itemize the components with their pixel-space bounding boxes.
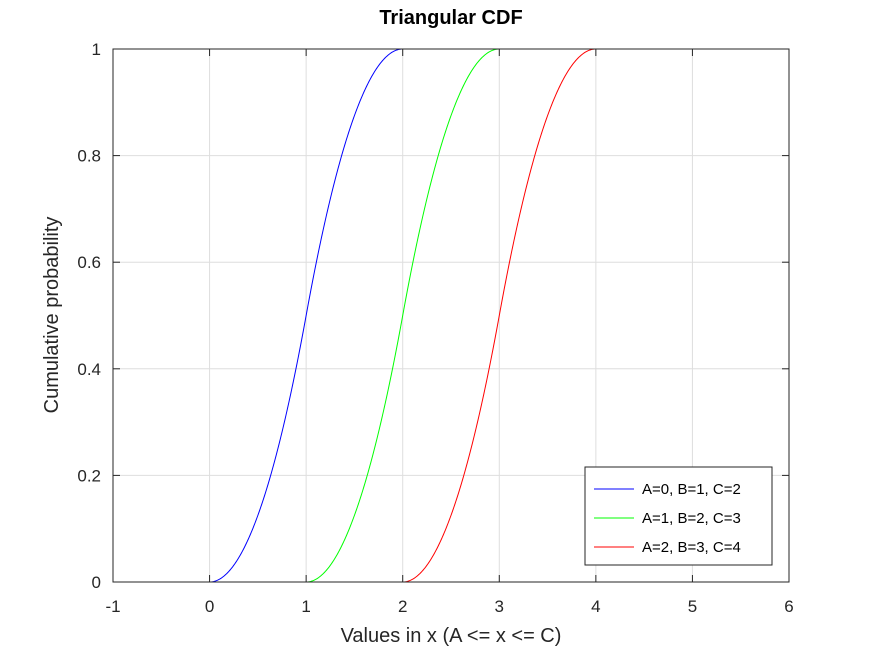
axes-box: [112, 48, 790, 583]
legend: A=0, B=1, C=2 A=1, B=2, C=3 A=2, B=3, C=4: [584, 466, 773, 566]
y-tick-label: 0.8: [77, 147, 101, 166]
legend-label-2: A=2, B=3, C=4: [642, 539, 741, 556]
y-axis-title: Cumulative probability: [41, 217, 63, 414]
legend-label-1: A=1, B=2, C=3: [642, 510, 741, 527]
tick-labels: -1 0 1 2 3 4 5 600.20.40.60.81: [77, 40, 793, 616]
axes: [112, 48, 790, 583]
x-tick-label: -1: [105, 597, 120, 616]
x-axis-title: Values in x (A <= x <= C): [341, 625, 562, 647]
y-tick-label: 0: [92, 573, 101, 592]
legend-label-0: A=0, B=1, C=2: [642, 481, 741, 498]
y-tick-label: 0.4: [77, 360, 101, 379]
x-tick-label: 5: [688, 597, 697, 616]
legend-box: [584, 466, 773, 566]
x-tick-label: 0: [205, 597, 214, 616]
x-tick-label: 6: [784, 597, 793, 616]
y-tick-label: 0.2: [77, 466, 101, 485]
y-tick-label: 1: [92, 40, 101, 59]
y-tick-label: 0.6: [77, 253, 101, 272]
chart-title: Triangular CDF: [379, 7, 522, 29]
x-tick-label: 3: [495, 597, 504, 616]
legend-entries: A=0, B=1, C=2 A=1, B=2, C=3 A=2, B=3, C=4: [594, 481, 741, 556]
x-tick-label: 4: [591, 597, 600, 616]
x-tick-label: 2: [398, 597, 407, 616]
x-tick-label: 1: [301, 597, 310, 616]
